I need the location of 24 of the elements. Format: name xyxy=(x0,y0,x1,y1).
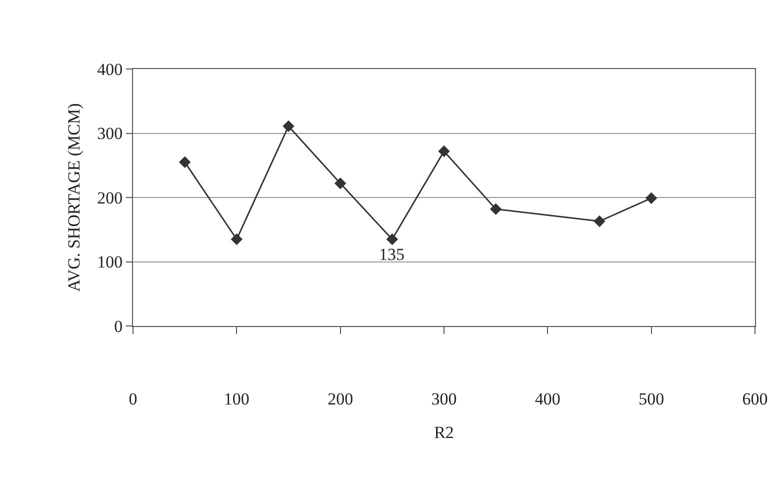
y-tick-label: 100 xyxy=(97,252,123,272)
y-tick-label: 400 xyxy=(97,60,123,79)
point xyxy=(334,178,346,190)
x-tick-label: 600 xyxy=(742,389,768,408)
y-axis-title: AVG. SHORTAGE (MCM) xyxy=(64,103,84,292)
point xyxy=(230,233,243,246)
y-tick-label: 0 xyxy=(114,316,123,336)
x-tick-label: 300 xyxy=(431,389,457,408)
point xyxy=(645,192,658,204)
annotation: 135 xyxy=(379,245,404,264)
x-tick-label: 200 xyxy=(328,389,354,408)
x-tick-label: 0 xyxy=(128,389,138,408)
point xyxy=(386,233,398,246)
x-tick-label: 400 xyxy=(534,389,560,408)
x-tick-label: 500 xyxy=(638,389,664,408)
y-tick-label: 300 xyxy=(97,124,123,144)
point xyxy=(282,120,294,132)
point xyxy=(594,215,606,228)
point xyxy=(178,156,191,168)
x-axis-title: R2 xyxy=(434,422,454,442)
x-tick-label: 100 xyxy=(224,389,250,408)
point xyxy=(490,203,502,215)
point xyxy=(438,145,450,158)
y-tick-label: 200 xyxy=(97,188,123,208)
